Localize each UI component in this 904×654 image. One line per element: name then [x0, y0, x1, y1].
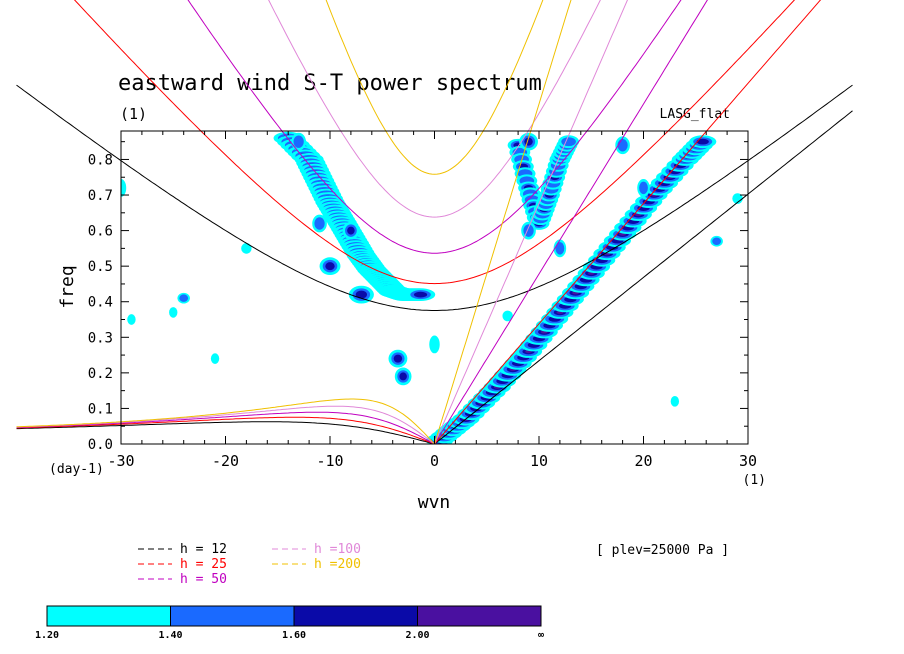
- spectral-peak: [555, 242, 565, 255]
- dispersion-curve: [200, 131, 669, 285]
- level-note: [ plev=25000 Pa ]: [596, 543, 729, 558]
- legend-label: h = 25: [180, 557, 227, 572]
- colorbar-cell: [46, 605, 171, 627]
- x-tick-label: 30: [739, 452, 757, 470]
- x-unit-label: (1): [743, 473, 766, 488]
- y-tick-label: 0.6: [88, 224, 113, 240]
- y-tick-label: 0.5: [88, 259, 113, 275]
- colorbar-label: 1.20: [35, 630, 59, 641]
- y-tick-label: 0.1: [88, 401, 113, 417]
- dispersion-curve: [434, 131, 708, 444]
- x-tick-label: 10: [530, 452, 548, 470]
- dispersion-curve: [121, 416, 435, 444]
- power-spectrum-shading: [121, 131, 743, 444]
- spectral-peak: [179, 294, 189, 302]
- dispersion-curve: [434, 131, 572, 444]
- chart-title: eastward wind S-T power spectrum: [118, 71, 542, 96]
- spectral-peak: [127, 314, 136, 325]
- dispersion-curve: [121, 160, 748, 311]
- spectral-peak: [241, 243, 252, 254]
- spectral-peak: [121, 179, 127, 197]
- y-tick-label: 0.0: [88, 437, 113, 453]
- legend-label: h =200: [314, 557, 361, 572]
- spectral-peak: [639, 181, 648, 195]
- spectral-peak: [393, 354, 403, 363]
- y-tick-label: 0.3: [88, 330, 113, 346]
- spectral-peak: [732, 193, 743, 204]
- spectral-peak: [210, 353, 220, 364]
- y-tick-label: 0.4: [88, 295, 113, 311]
- spectral-peak: [355, 290, 367, 299]
- spectral-peak: [561, 137, 576, 147]
- spectral-peak: [169, 307, 178, 318]
- spectral-peak: [314, 217, 325, 230]
- spectral-peak: [325, 262, 335, 271]
- legend-label: h =100: [314, 542, 361, 557]
- x-tick-label: -20: [212, 452, 239, 470]
- y-tick-label: 0.8: [88, 152, 113, 168]
- dispersion-curve: [434, 131, 532, 444]
- x-tick-label: 20: [634, 452, 652, 470]
- dispersion-curve: [121, 421, 435, 444]
- spectral-peak: [399, 372, 407, 381]
- colorbar: 1.20 1.40 1.60 2.00 ∞: [35, 605, 544, 641]
- dispersion-curve: [281, 131, 588, 254]
- dispersion-curve: [121, 411, 435, 444]
- dispersion-curve: [121, 398, 435, 444]
- dispersion-curve: [434, 193, 748, 444]
- dispersion-curve: [385, 131, 484, 175]
- spectral-peak: [712, 237, 722, 245]
- spectral-peak: [429, 335, 440, 354]
- y-tick-label: 0.2: [88, 366, 113, 382]
- x-tick-label: -30: [107, 452, 134, 470]
- colorbar-cell: [170, 605, 295, 627]
- axes: -30 -20 -10 0 10 20 30 0.0 0.1 0.2 0.3 0.4 0.5 0.6 0.7…: [88, 131, 757, 470]
- spectral-peak: [347, 226, 355, 235]
- legend-label: h = 50: [180, 572, 227, 587]
- top-right-label: LASG_flat: [660, 107, 730, 122]
- plot-area: [121, 131, 748, 444]
- x-tick-label: -10: [316, 452, 343, 470]
- spectral-peak: [617, 139, 628, 152]
- chart-subtitle: (1): [120, 105, 147, 123]
- y-axis-label: freq: [57, 265, 78, 308]
- spectral-peak: [502, 310, 513, 322]
- colorbar-label: 2.00: [405, 630, 429, 641]
- spectral-peak: [696, 138, 709, 145]
- dispersion-curve: [434, 131, 628, 444]
- dispersion-curves: [121, 131, 748, 444]
- y-unit-label: (day-1): [49, 462, 104, 477]
- spectral-peak: [670, 395, 680, 407]
- spectral-peak: [293, 135, 304, 148]
- x-tick-label: 0: [430, 452, 439, 470]
- x-axis-label: wvn: [418, 492, 451, 513]
- dispersion-curve: [121, 405, 435, 444]
- colorbar-cell: [293, 605, 418, 627]
- spectral-peak: [413, 291, 428, 298]
- legend-label: h = 12: [180, 542, 227, 557]
- colorbar-label: 1.40: [158, 630, 182, 641]
- dispersion-curve: [340, 131, 529, 218]
- colorbar-cell: [417, 605, 542, 627]
- y-tick-label: 0.7: [88, 188, 113, 204]
- colorbar-label: 1.60: [282, 630, 306, 641]
- colorbar-label: ∞: [538, 630, 544, 641]
